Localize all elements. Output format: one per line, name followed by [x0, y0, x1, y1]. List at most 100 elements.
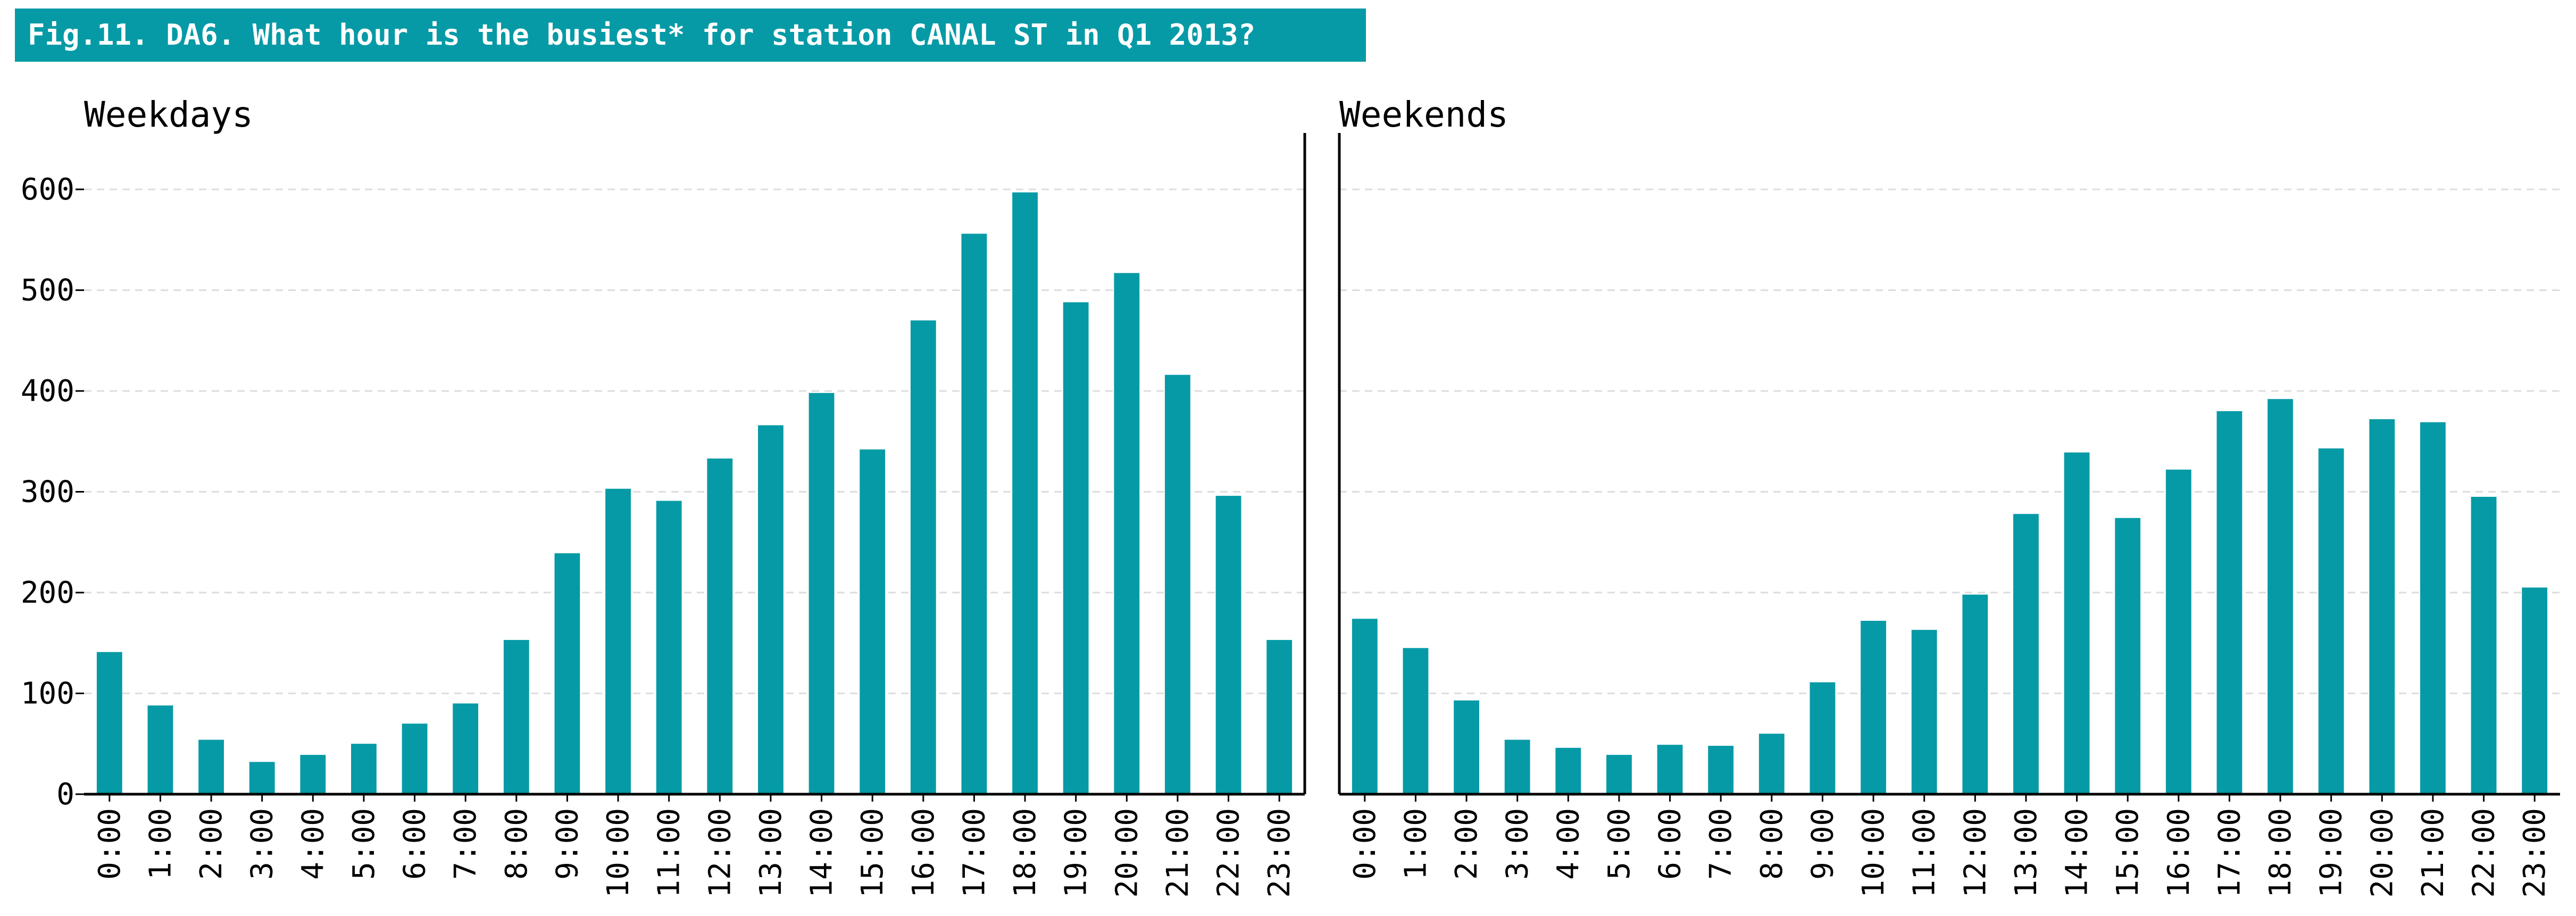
- bar: [961, 234, 987, 794]
- x-tick-label: 16:00: [2162, 808, 2196, 898]
- bar: [300, 755, 326, 794]
- x-tick-label: 9:00: [1805, 808, 1840, 880]
- bar: [554, 553, 580, 794]
- y-tick-label: 300: [21, 475, 74, 510]
- x-tick-label: 12:00: [1958, 808, 1993, 898]
- x-tick-label: 20:00: [2365, 808, 2399, 898]
- bar: [1504, 739, 1530, 794]
- x-tick-label: 23:00: [1262, 808, 1297, 898]
- bar: [503, 640, 529, 794]
- bar: [1861, 621, 1886, 794]
- x-tick-label: 0:00: [93, 808, 127, 880]
- bar: [198, 739, 224, 794]
- panel-title: Weekends: [1339, 94, 1508, 135]
- x-tick-label: 4:00: [296, 808, 330, 880]
- bar: [402, 723, 428, 794]
- x-tick-label: 8:00: [1755, 808, 1789, 880]
- bar: [1555, 747, 1581, 794]
- bar: [707, 458, 733, 794]
- x-tick-label: 5:00: [1602, 808, 1637, 880]
- x-tick-label: 3:00: [245, 808, 280, 880]
- x-tick-label: 2:00: [1449, 808, 1484, 880]
- x-tick-label: 6:00: [398, 808, 432, 880]
- x-tick-label: 13:00: [2009, 808, 2044, 898]
- x-tick-label: 23:00: [2517, 808, 2552, 898]
- x-tick-label: 1:00: [143, 808, 178, 880]
- bar: [2013, 514, 2039, 794]
- bar: [2064, 452, 2090, 794]
- bar: [1063, 302, 1089, 794]
- x-tick-label: 5:00: [347, 808, 381, 880]
- x-tick-label: 4:00: [1551, 808, 1586, 880]
- bar: [249, 762, 275, 794]
- x-tick-label: 1:00: [1398, 808, 1433, 880]
- x-tick-label: 14:00: [2060, 808, 2095, 898]
- bar: [1962, 594, 1988, 794]
- x-tick-label: 19:00: [2314, 808, 2349, 898]
- x-tick-label: 11:00: [1907, 808, 1942, 898]
- x-tick-label: 15:00: [2111, 808, 2145, 898]
- bar: [1606, 755, 1632, 794]
- x-tick-label: 21:00: [2416, 808, 2450, 898]
- bar: [1758, 734, 1785, 794]
- x-tick-label: 7:00: [1704, 808, 1738, 880]
- x-tick-label: 21:00: [1161, 808, 1195, 898]
- bar: [1810, 682, 1836, 794]
- figure-title: Fig.11. DA6. What hour is the busiest* f…: [15, 9, 1366, 62]
- x-tick-label: 11:00: [652, 808, 687, 898]
- bar: [96, 652, 122, 794]
- x-tick-label: 17:00: [957, 808, 991, 898]
- bar: [758, 425, 783, 794]
- bar: [2267, 399, 2293, 794]
- bar: [1454, 700, 1479, 794]
- bar: [2522, 587, 2548, 794]
- x-tick-label: 16:00: [906, 808, 941, 898]
- bar: [2165, 469, 2191, 794]
- y-tick-label: 500: [21, 273, 74, 308]
- x-tick-label: 3:00: [1500, 808, 1535, 880]
- x-tick-label: 9:00: [550, 808, 585, 880]
- bar: [605, 488, 631, 794]
- bar: [1266, 640, 1293, 794]
- bar: [860, 449, 886, 794]
- y-tick-label: 200: [21, 576, 74, 610]
- x-tick-label: 19:00: [1059, 808, 1094, 898]
- bar: [453, 703, 479, 794]
- bar: [1708, 746, 1734, 794]
- bar: [2471, 496, 2497, 794]
- y-tick-label: 600: [21, 172, 74, 207]
- x-tick-label: 8:00: [499, 808, 534, 880]
- x-tick-label: 13:00: [754, 808, 788, 898]
- bar: [2369, 419, 2395, 794]
- x-tick-label: 10:00: [1856, 808, 1891, 898]
- x-tick-label: 17:00: [2212, 808, 2247, 898]
- x-tick-label: 22:00: [2467, 808, 2502, 898]
- x-tick-label: 7:00: [448, 808, 483, 880]
- x-tick-label: 18:00: [2263, 808, 2298, 898]
- bar: [1352, 619, 1378, 794]
- x-tick-label: 18:00: [1008, 808, 1043, 898]
- bar: [2420, 422, 2446, 794]
- bar: [351, 744, 377, 794]
- bar: [1657, 745, 1683, 794]
- bar: [2318, 448, 2344, 794]
- bar: [1403, 648, 1429, 794]
- bar: [1114, 273, 1140, 794]
- x-tick-label: 14:00: [805, 808, 839, 898]
- bar: [1012, 192, 1038, 794]
- x-tick-label: 20:00: [1110, 808, 1144, 898]
- bar: [910, 320, 936, 794]
- x-tick-label: 2:00: [194, 808, 229, 880]
- panel-title: Weekdays: [84, 94, 253, 135]
- bar: [1165, 374, 1190, 794]
- y-tick-label: 400: [21, 374, 74, 409]
- bar: [2115, 518, 2141, 794]
- y-tick-label: 100: [21, 677, 74, 711]
- x-tick-label: 12:00: [703, 808, 737, 898]
- bar: [656, 501, 682, 794]
- bar: [1911, 630, 1937, 794]
- weekends-panel: 0:00 1:00 2:00 3:00 4:00 5:00 6:00 7:00 8:00 9:00…: [1338, 94, 2560, 898]
- bar: [2216, 411, 2242, 794]
- bar: [1215, 496, 1241, 794]
